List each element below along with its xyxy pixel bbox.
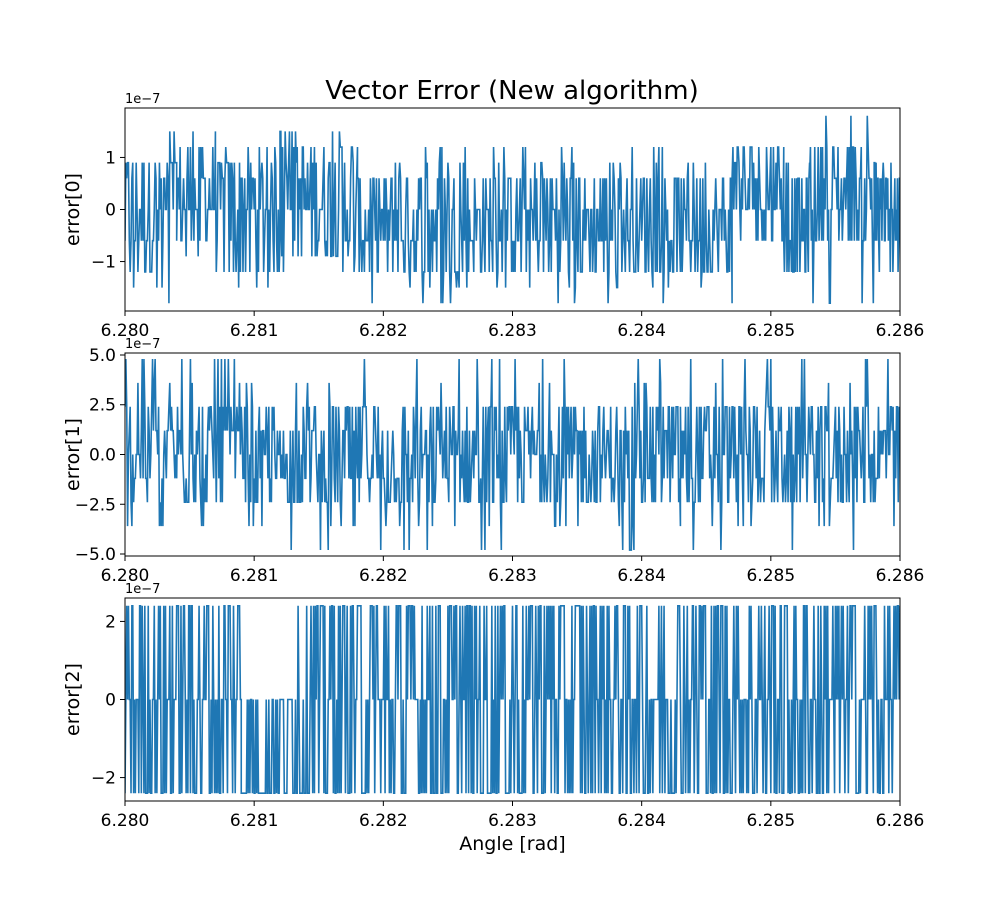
series-line-1-0 <box>125 358 900 551</box>
panels-group: 6.280 6.281 6.282 6.283 6.284 6.285 6.286 −1 0 1 1… <box>62 92 924 855</box>
y-offset-label: 1e−7 <box>125 92 160 107</box>
y-tick-label: −2.5 <box>75 495 116 515</box>
x-tick-label: 6.283 <box>488 566 537 586</box>
y-offset-label: 1e−7 <box>125 337 160 352</box>
x-tick-label: 6.283 <box>488 811 537 831</box>
y-tick-label: −2 <box>91 769 116 789</box>
x-tick-label: 6.284 <box>617 566 666 586</box>
x-tick-label: 6.285 <box>746 321 795 341</box>
series-line-0-0 <box>125 115 900 304</box>
x-tick-label: 6.283 <box>488 321 537 341</box>
y-offset-label: 1e−7 <box>125 582 160 597</box>
x-tick-label: 6.286 <box>876 321 925 341</box>
y-axis-label: error[0] <box>62 173 84 246</box>
x-tick-label: 6.286 <box>876 566 925 586</box>
x-tick-label: 6.280 <box>101 811 150 831</box>
panel-0: 6.280 6.281 6.282 6.283 6.284 6.285 6.286 −1 0 1 1… <box>62 92 924 341</box>
x-tick-label: 6.280 <box>101 321 150 341</box>
x-tick-label: 6.285 <box>746 811 795 831</box>
y-tick-label: 0.0 <box>89 446 116 466</box>
y-tick-label: −1 <box>91 253 116 273</box>
y-axis-label: error[2] <box>62 663 84 736</box>
y-tick-label: −5.0 <box>75 545 116 565</box>
y-axis-label: error[1] <box>62 418 84 491</box>
x-axis-label: Angle [rad] <box>459 833 565 855</box>
x-tick-label: 6.280 <box>101 566 150 586</box>
y-tick-label: 0 <box>105 201 116 221</box>
x-tick-label: 6.281 <box>230 566 279 586</box>
y-tick-label: 0 <box>105 691 116 711</box>
y-tick-label: 1 <box>105 148 116 168</box>
x-tick-label: 6.281 <box>230 811 279 831</box>
x-tick-label: 6.282 <box>359 811 408 831</box>
x-tick-label: 6.282 <box>359 566 408 586</box>
x-tick-label: 6.282 <box>359 321 408 341</box>
chart-title: Vector Error (New algorithm) <box>325 76 699 106</box>
panel-2: 6.280 6.281 6.282 6.283 6.284 6.285 6.286 −2 0 21… <box>62 582 924 855</box>
x-tick-label: 6.286 <box>876 811 925 831</box>
y-tick-label: 2.5 <box>89 396 116 416</box>
x-tick-label: 6.284 <box>617 811 666 831</box>
y-tick-label: 2 <box>105 612 116 632</box>
series-line-2-0 <box>125 605 900 794</box>
x-tick-label: 6.281 <box>230 321 279 341</box>
x-tick-label: 6.284 <box>617 321 666 341</box>
y-tick-label: 5.0 <box>89 346 116 366</box>
x-tick-label: 6.285 <box>746 566 795 586</box>
panel-1: 6.280 6.281 6.282 6.283 6.284 6.285 6.286 −5.0 −… <box>62 337 924 586</box>
